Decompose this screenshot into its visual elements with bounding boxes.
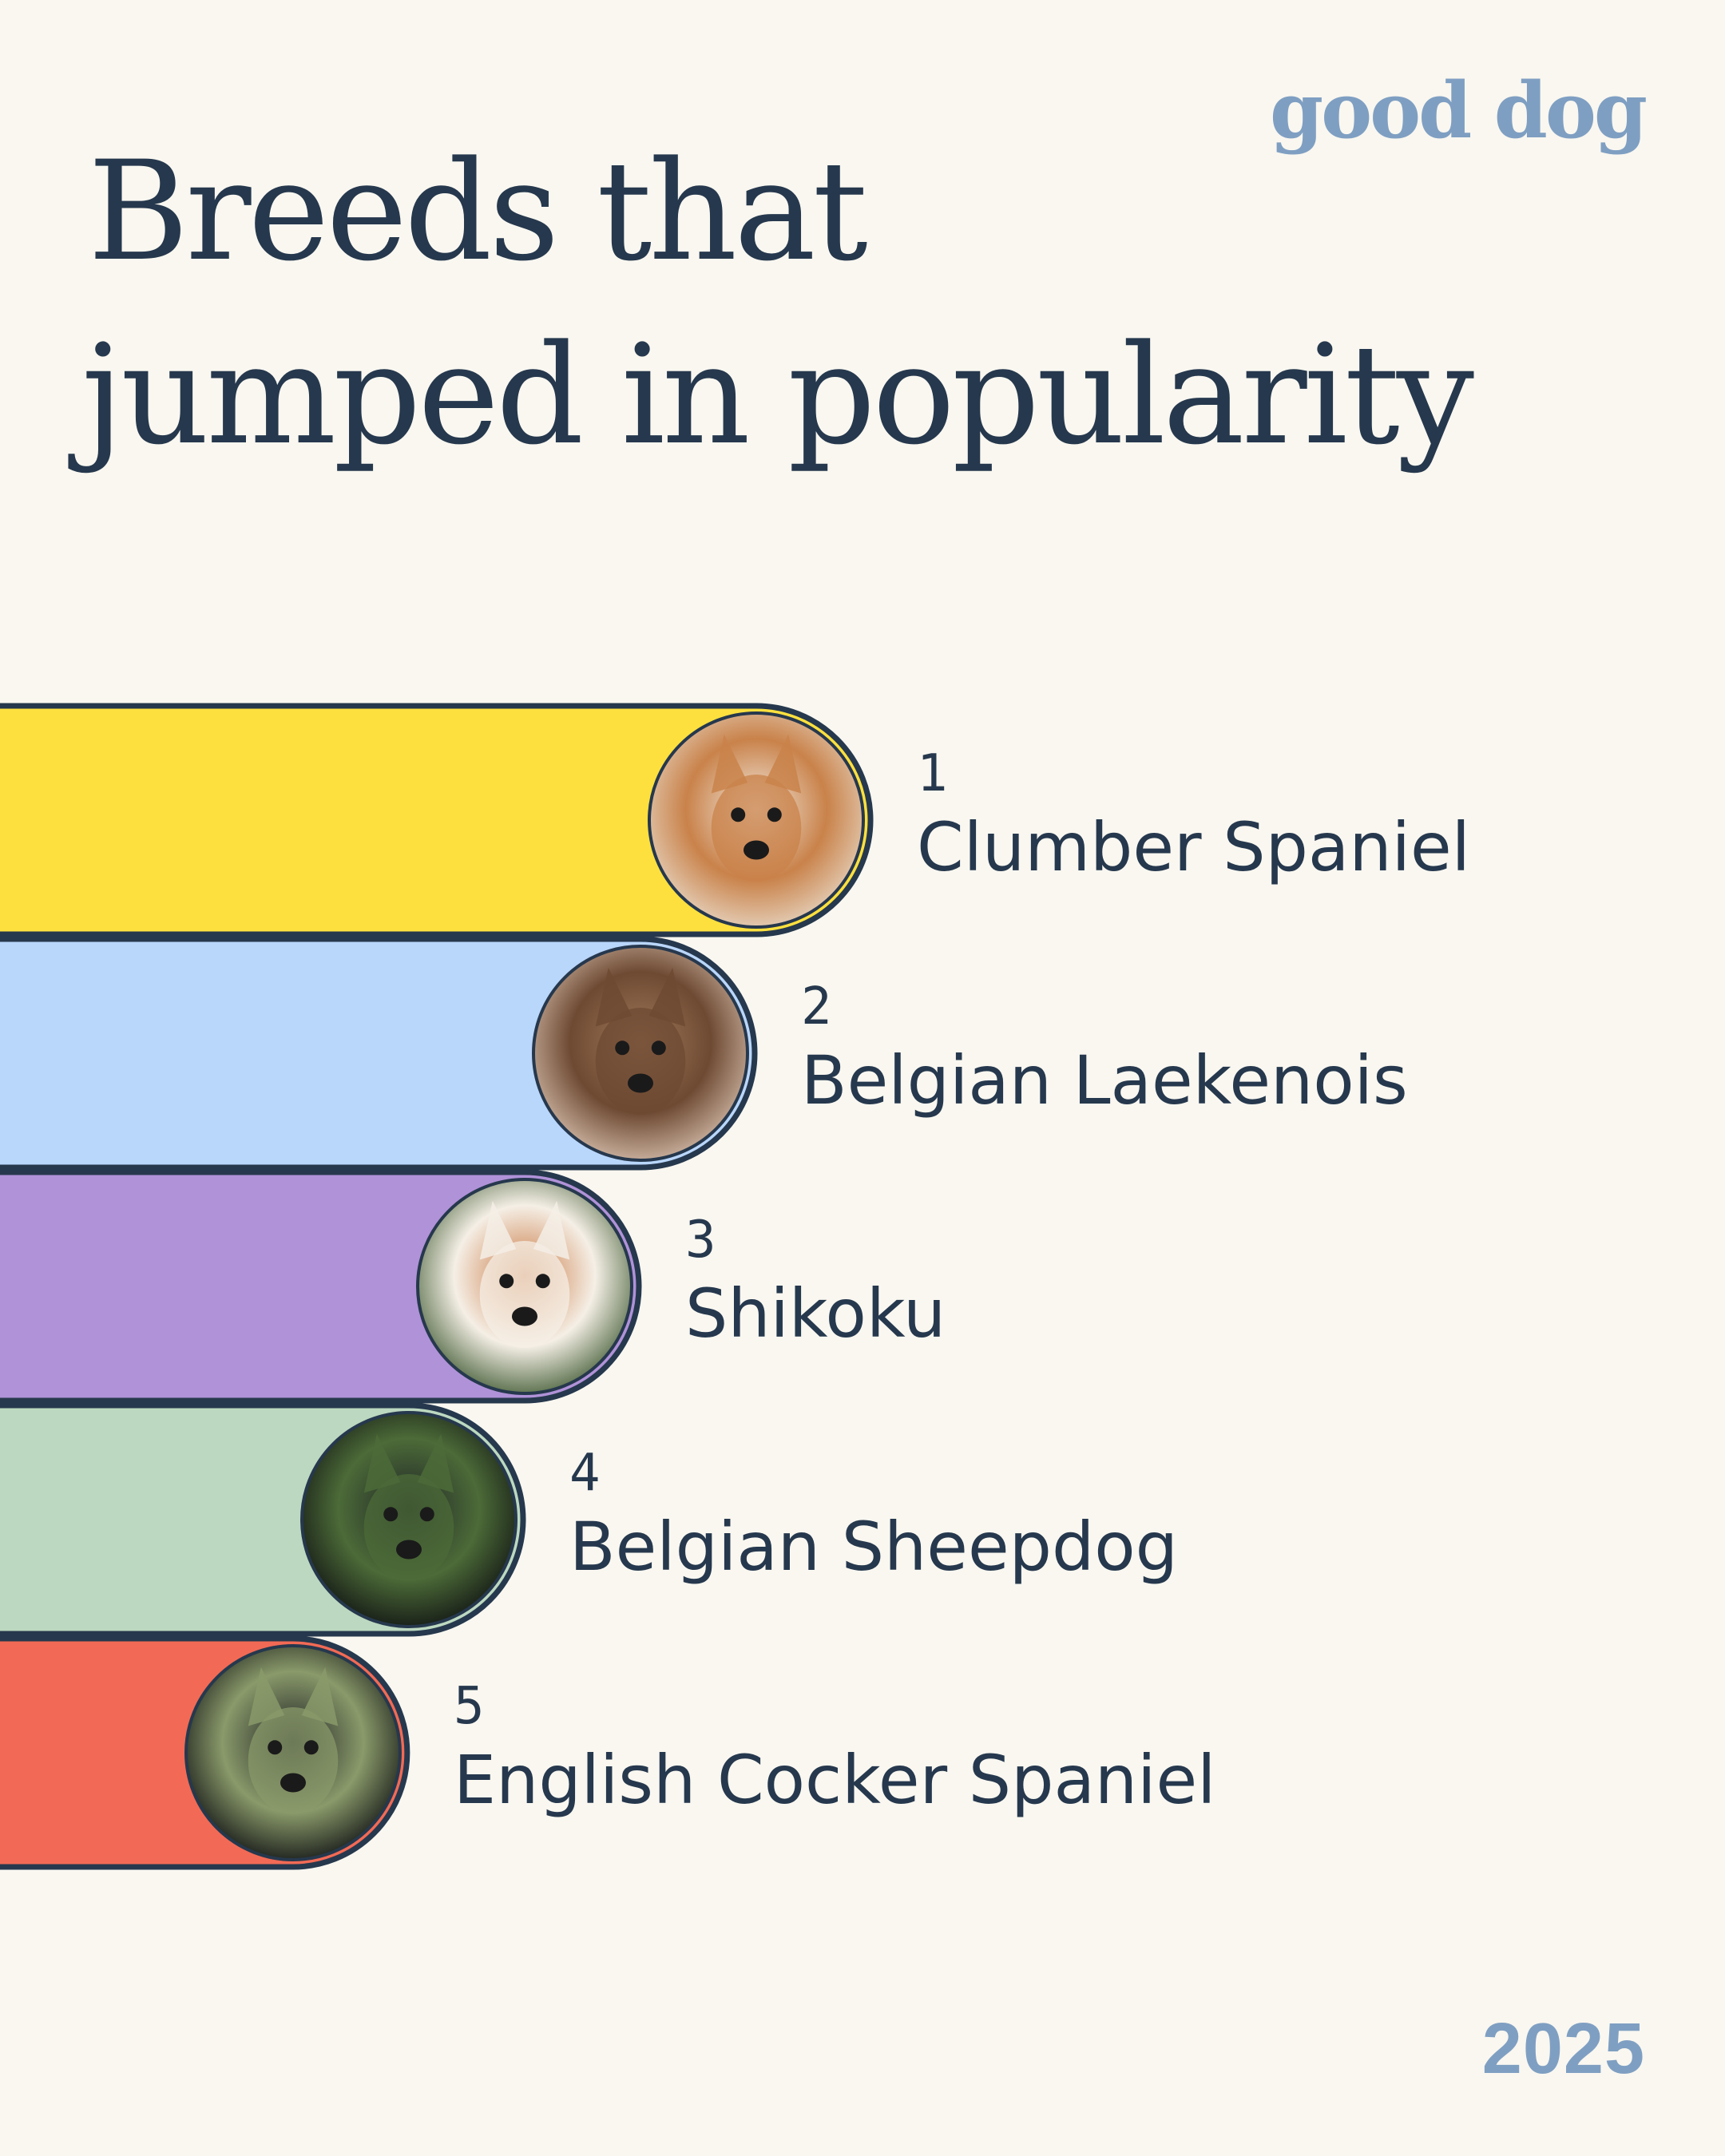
bar-clumber-spaniel bbox=[0, 703, 874, 937]
rank-label-4: 4 bbox=[569, 1444, 601, 1503]
english-cocker-spaniel-photo-icon bbox=[184, 1644, 402, 1861]
rank-label-1: 1 bbox=[917, 744, 948, 803]
breed-label-belgian-laekenois: Belgian Laekenois bbox=[801, 1041, 1408, 1120]
breed-label-shikoku: Shikoku bbox=[685, 1274, 946, 1353]
clumber-spaniel-photo-icon bbox=[648, 711, 865, 929]
rank-label-3: 3 bbox=[685, 1211, 716, 1270]
breed-label-belgian-sheepdog: Belgian Sheepdog bbox=[569, 1508, 1178, 1586]
title-line-2: jumped in popularity bbox=[81, 315, 1474, 475]
belgian-laekenois-photo-icon bbox=[532, 945, 749, 1162]
rank-label-2: 2 bbox=[801, 977, 832, 1036]
rank-label-5: 5 bbox=[454, 1677, 485, 1736]
shikoku-photo-icon bbox=[416, 1178, 633, 1395]
year-label: 2025 bbox=[1481, 2009, 1645, 2089]
title-line-1: Breeds that bbox=[88, 131, 868, 291]
breed-label-english-cocker-spaniel: English Cocker Spaniel bbox=[454, 1741, 1216, 1819]
good-dog-logo: good dog bbox=[1269, 65, 1648, 156]
belgian-sheepdog-photo-icon bbox=[300, 1411, 518, 1628]
page-title: Breeds that jumped in popularity bbox=[81, 120, 1474, 487]
breed-label-clumber-spaniel: Clumber Spaniel bbox=[917, 808, 1470, 886]
